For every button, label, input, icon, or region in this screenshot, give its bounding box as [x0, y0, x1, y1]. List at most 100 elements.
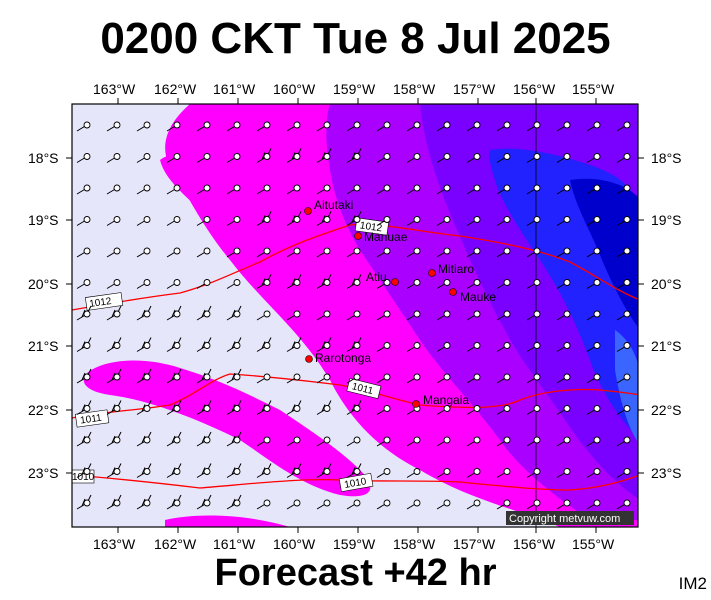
wind-barb: [556, 247, 571, 258]
lat-label: 19°S: [28, 212, 59, 228]
wind-barb: [136, 279, 151, 289]
rain-band-lower: [83, 360, 371, 497]
place-label-mangaia: Mangaia: [423, 393, 469, 407]
latitude-labels-left: 18°S 19°S 20°S 21°S 22°S 23°S: [28, 150, 59, 481]
wind-barb: [406, 342, 421, 352]
wind-barb: [556, 436, 571, 447]
wind-barb: [166, 216, 181, 226]
wind-barb: [526, 342, 541, 352]
lat-label: 18°S: [651, 150, 682, 166]
lon-label: 155°W: [572, 536, 615, 552]
wind-barb: [526, 153, 541, 163]
forecast-label: Forecast +42 hr: [214, 552, 497, 594]
wind-barb: [316, 337, 332, 352]
wind-barb: [106, 431, 122, 447]
wind-barb: [76, 337, 92, 352]
wind-barb: [106, 184, 121, 195]
isobar-label: 1010: [72, 472, 95, 483]
wind-barb: [196, 121, 211, 132]
place-label-atiu: Atiu: [366, 270, 387, 284]
town-marker: [449, 288, 457, 296]
lat-label: 22°S: [28, 402, 59, 418]
wind-barb: [316, 463, 332, 478]
wind-barb: [196, 463, 212, 478]
isobar-label: 1011: [80, 413, 103, 427]
wind-barb: [136, 216, 151, 226]
wind-barb: [436, 436, 451, 447]
wind-barb: [196, 247, 211, 258]
wind-barb: [586, 247, 601, 258]
wind-barb: [136, 153, 151, 163]
wind-barb: [76, 400, 92, 415]
wind-barb: [346, 310, 361, 321]
wind-barb: [76, 494, 92, 510]
lon-label: 159°W: [333, 536, 376, 552]
town-marker: [304, 207, 312, 215]
wind-barb: [256, 463, 272, 478]
lon-label: 162°W: [154, 536, 197, 552]
wind-barb: [436, 184, 451, 195]
lon-label: 161°W: [213, 536, 256, 552]
wind-barb: [406, 279, 421, 289]
wind-barb: [526, 436, 541, 447]
wind-barb: [256, 373, 271, 384]
wind-barb: [496, 121, 511, 132]
wind-barb: [286, 400, 302, 415]
lat-label: 22°S: [651, 402, 682, 418]
wind-barb: [406, 184, 421, 195]
wind-barb: [556, 279, 571, 289]
wind-barb: [76, 368, 92, 384]
wind-barb: [106, 153, 121, 163]
lat-label: 20°S: [651, 276, 682, 292]
rainfall-shading: 1012 1012 1011 1011 1010 1010 Aitutaki M…: [72, 104, 638, 527]
wind-barb: [286, 373, 301, 384]
wind-barb: [256, 310, 271, 321]
wind-barb: [166, 368, 182, 384]
wind-barb: [316, 121, 331, 132]
wind-barb: [616, 468, 631, 478]
wind-barb: [286, 211, 302, 226]
longitude-labels-top: 163°W 162°W 161°W 160°W 159°W 158°W 157°…: [93, 81, 615, 97]
wind-barb: [526, 499, 541, 510]
wind-barb: [316, 373, 331, 384]
wind-barb: [376, 247, 391, 258]
wind-barb: [556, 342, 571, 352]
wind-barb: [256, 247, 271, 258]
wind-barb: [466, 373, 481, 384]
wind-barb: [556, 373, 571, 384]
wind-barb: [106, 216, 121, 226]
wind-barb: [346, 373, 361, 384]
wind-barb: [406, 373, 421, 384]
lon-label: 162°W: [154, 81, 197, 97]
wind-barb: [136, 247, 151, 258]
lon-label: 163°W: [93, 536, 136, 552]
wind-barb: [556, 405, 571, 415]
wind-barb: [376, 342, 391, 352]
wind-barb: [406, 468, 421, 478]
wind-barb: [196, 153, 211, 163]
wind-barb: [466, 247, 481, 258]
lat-label: 23°S: [28, 465, 59, 481]
wind-barb: [256, 121, 271, 132]
wind-barb: [76, 431, 92, 447]
lat-label: 19°S: [651, 212, 682, 228]
wind-barb: [166, 279, 181, 289]
wind-barb: [436, 468, 451, 478]
wind-barb: [556, 184, 571, 195]
wind-barb: [376, 436, 391, 447]
product-code: IM2: [678, 574, 707, 593]
wind-barb: [196, 431, 212, 447]
wind-barb: [616, 184, 631, 195]
wind-barb: [466, 184, 481, 195]
wind-barb: [556, 468, 571, 478]
wind-barb: [286, 247, 301, 258]
wind-barb: [496, 499, 511, 510]
wind-barb: [376, 279, 391, 289]
wind-barb: [256, 436, 271, 447]
wind-barb: [466, 279, 481, 289]
wind-barb: [286, 463, 302, 478]
wind-barb: [226, 305, 242, 321]
lon-label: 160°W: [273, 536, 316, 552]
wind-barb: [316, 436, 331, 447]
wind-barb: [286, 436, 301, 447]
